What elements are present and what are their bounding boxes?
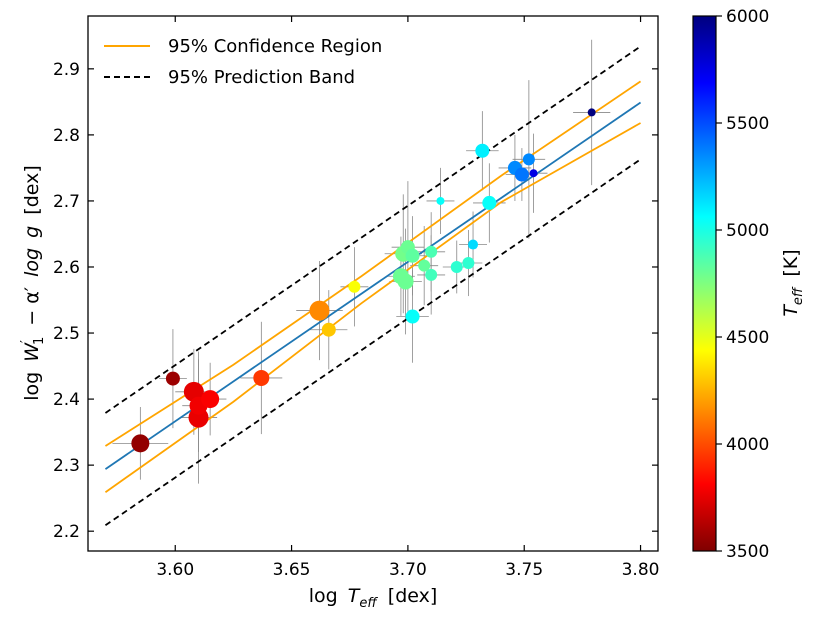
y-axis-label-sub: 1 — [32, 337, 47, 345]
y-axis-label-mid: − α′ — [21, 287, 43, 326]
colorbar-tick-label-1: 4000 — [726, 435, 769, 455]
data-point-11 — [397, 273, 414, 290]
x-axis-ticks: 3.60 3.65 3.70 3.75 3.80 — [156, 16, 659, 580]
legend-prediction-label: 95% Prediction Band — [168, 67, 355, 88]
x-axis-label: log Teff [dex] — [309, 585, 438, 612]
data-point-7 — [309, 300, 330, 321]
data-point-17 — [425, 268, 438, 281]
x-tick-label-3: 3.75 — [505, 560, 543, 580]
colorbar-tick-label-2: 4500 — [726, 328, 769, 348]
data-point-20 — [450, 260, 463, 273]
y-tick-label-0: 2.2 — [53, 522, 80, 542]
colorbar-frame — [692, 15, 717, 552]
data-point-22 — [468, 239, 479, 250]
y-axis-ticks: 2.2 2.3 2.4 2.5 2.6 2.7 2.8 2.9 — [53, 60, 658, 542]
y-tick-label-5: 2.7 — [53, 192, 80, 212]
legend: 95% Confidence Region 95% Prediction Ban… — [104, 36, 382, 88]
data-point-27 — [522, 153, 535, 166]
colorbar-label-unit: [K] — [780, 249, 802, 276]
colorbar-label-sub: eff — [791, 286, 806, 305]
data-point-19 — [436, 196, 445, 205]
colorbar-gradient — [693, 16, 716, 551]
y-tick-label-2: 2.4 — [53, 390, 80, 410]
x-axis-label-var: T — [348, 585, 361, 607]
data-points — [131, 108, 596, 453]
colorbar-label: Teff [K] — [780, 249, 807, 316]
y-axis-label-unit: [dex] — [21, 165, 43, 215]
y-tick-label-4: 2.6 — [53, 258, 80, 278]
data-point-1 — [165, 371, 180, 386]
data-point-6 — [253, 369, 270, 386]
x-axis-label-sub: eff — [359, 596, 378, 611]
y-axis-label-log: log — [21, 372, 43, 401]
prediction-band-upper — [104, 45, 642, 414]
x-axis-label-unit: [dex] — [388, 585, 438, 607]
data-point-21 — [462, 257, 475, 270]
colorbar-tick-label-4: 5500 — [726, 114, 769, 134]
data-point-29 — [587, 108, 596, 117]
colorbar: 3500 4000 4500 5000 5500 6000 Teff [K] — [692, 7, 807, 562]
y-tick-label-1: 2.3 — [53, 456, 80, 476]
legend-confidence-label: 95% Confidence Region — [168, 36, 382, 57]
colorbar-tick-label-5: 6000 — [726, 7, 769, 27]
x-tick-label-4: 3.80 — [622, 560, 660, 580]
data-point-28 — [529, 169, 538, 178]
x-tick-label-2: 3.70 — [389, 560, 427, 580]
data-point-16 — [418, 259, 431, 272]
data-point-0 — [131, 434, 150, 453]
y-axis-label-log2: log — [21, 248, 43, 277]
colorbar-tick-label-3: 5000 — [726, 221, 769, 241]
x-tick-label-0: 3.60 — [156, 560, 194, 580]
data-point-26 — [514, 167, 529, 182]
data-point-15 — [405, 309, 420, 324]
y-axis-label-sup: ′ — [19, 340, 34, 343]
fit-line — [104, 101, 642, 470]
plot-area — [104, 39, 642, 526]
data-point-23 — [475, 143, 490, 158]
data-point-24 — [482, 195, 497, 210]
y-tick-label-7: 2.9 — [53, 60, 80, 80]
colorbar-ticks: 3500 4000 4500 5000 5500 6000 — [716, 7, 769, 562]
data-point-5 — [201, 390, 220, 409]
data-point-8 — [321, 322, 336, 337]
data-point-14 — [405, 248, 420, 263]
x-axis-label-log: log — [309, 585, 338, 607]
plot-frame — [87, 15, 659, 552]
data-point-18 — [425, 245, 438, 258]
x-tick-label-1: 3.65 — [273, 560, 311, 580]
y-tick-label-3: 2.5 — [53, 324, 80, 344]
y-tick-label-6: 2.8 — [53, 126, 80, 146]
prediction-band-lower — [104, 158, 642, 526]
confidence-region-lower — [104, 122, 641, 493]
colorbar-tick-label-0: 3500 — [726, 542, 769, 562]
y-axis-label-g: g — [21, 226, 43, 238]
fit-bands — [104, 45, 642, 526]
error-bars — [112, 39, 611, 484]
y-axis-label-var: W — [21, 342, 43, 362]
data-point-9 — [348, 280, 361, 293]
y-axis-label: log W′1 − α′ log g [dex] — [19, 165, 48, 401]
colorbar-label-var: T — [780, 304, 802, 317]
